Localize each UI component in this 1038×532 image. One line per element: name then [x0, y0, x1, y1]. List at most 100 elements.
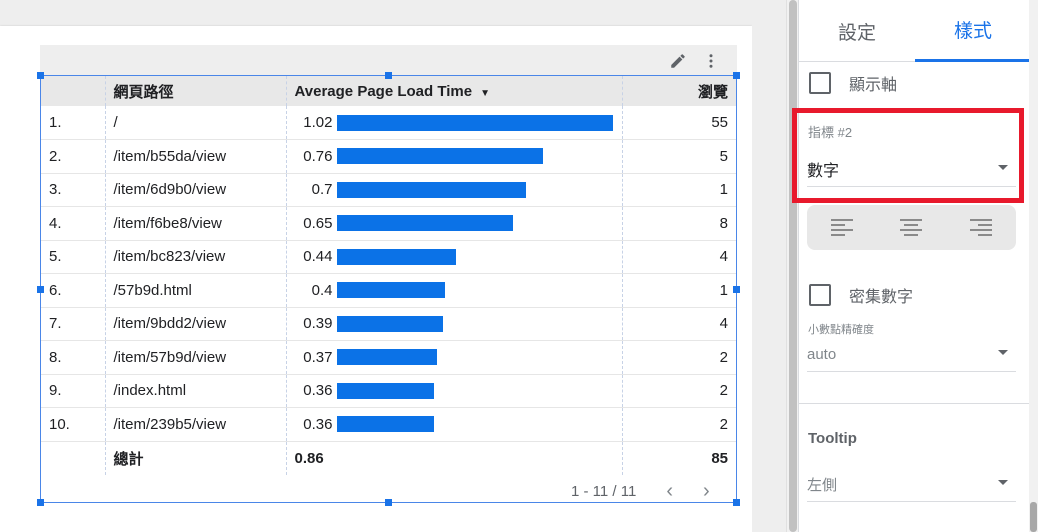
header-page-path[interactable]: 網頁路徑 — [105, 76, 287, 106]
row-avg-load-time: 0.76 — [286, 139, 623, 174]
show-axis-option[interactable]: 顯示軸 — [809, 71, 897, 95]
show-axis-checkbox[interactable] — [809, 72, 831, 94]
metric-2-underline — [807, 186, 1016, 187]
compact-numbers-checkbox[interactable] — [809, 284, 831, 306]
tooltip-position-underline — [807, 501, 1016, 502]
table-row: 3./item/6d9b0/view 0.7 1 — [41, 173, 736, 207]
row-index: 6. — [41, 273, 106, 308]
tab-style[interactable]: 樣式 — [915, 0, 1031, 62]
resize-handle-bc[interactable] — [385, 499, 392, 506]
compact-numbers-label: 密集數字 — [849, 289, 914, 306]
bar-track — [336, 416, 614, 433]
data-table: 網頁路徑 Average Page Load Time ▼ 瀏覽 1./ 1.02 5… — [41, 76, 736, 475]
row-avg-load-time: 0.65 — [286, 206, 623, 241]
avg-bar — [336, 148, 543, 165]
dropdown-caret-icon — [998, 480, 1008, 485]
row-page-path: /item/9bdd2/view — [105, 307, 287, 341]
tooltip-position-value: 左側 — [807, 476, 838, 494]
widget-toolbar — [40, 45, 737, 75]
row-avg-value: 0.7 — [311, 181, 333, 199]
table-row: 10./item/239b5/view 0.36 2 — [41, 407, 736, 442]
row-pageviews: 1 — [622, 173, 736, 207]
row-avg-load-time: 0.36 — [286, 407, 623, 442]
compact-numbers-option[interactable]: 密集數字 — [809, 283, 913, 307]
row-avg-load-time: 0.44 — [286, 240, 623, 274]
resize-handle-ml[interactable] — [37, 286, 44, 293]
decimal-precision-value: auto — [807, 345, 837, 363]
resize-handle-tl[interactable] — [37, 72, 44, 79]
tooltip-section-title: Tooltip — [808, 430, 857, 447]
panel-tabs: 設定 樣式 — [799, 0, 1031, 62]
row-index: 7. — [41, 307, 106, 341]
canvas-scrollbar-thumb[interactable] — [789, 0, 797, 532]
avg-bar — [336, 215, 513, 232]
tab-setup[interactable]: 設定 — [837, 22, 876, 44]
align-left-icon[interactable] — [830, 218, 853, 237]
bar-track — [336, 148, 614, 165]
bar-track — [336, 114, 614, 131]
row-avg-load-time: 0.36 — [286, 374, 623, 408]
header-pageviews[interactable]: 瀏覽 — [622, 76, 736, 106]
row-avg-value: 0.39 — [303, 315, 333, 333]
highlight-annotation-box — [792, 108, 1024, 203]
resize-handle-tc[interactable] — [385, 72, 392, 79]
table-row: 2./item/b55da/view 0.76 5 — [41, 139, 736, 174]
chevron-right-icon[interactable]: › — [703, 480, 710, 502]
properties-panel: 設定 樣式 顯示軸 指標 #2 數字 密集數字 小數點精確度 auto Tool… — [798, 0, 1031, 532]
table-widget[interactable]: 網頁路徑 Average Page Load Time ▼ 瀏覽 1./ 1.02 5… — [37, 45, 740, 506]
decimal-precision-select[interactable]: auto — [807, 337, 1016, 371]
sort-desc-icon: ▼ — [480, 87, 490, 99]
row-pageviews: 2 — [622, 374, 736, 408]
avg-bar — [336, 114, 613, 131]
resize-handle-bl[interactable] — [37, 499, 44, 506]
row-page-path: /item/57b9d/view — [105, 340, 287, 375]
row-page-path: /item/239b5/view — [105, 407, 287, 442]
panel-scrollbar-thumb[interactable] — [1030, 502, 1037, 532]
row-avg-value: 0.36 — [303, 415, 333, 433]
row-index: 2. — [41, 139, 106, 174]
metric-2-value: 數字 — [807, 163, 840, 180]
row-index: 4. — [41, 206, 106, 241]
dropdown-caret-icon — [998, 350, 1008, 355]
table-row: 7./item/9bdd2/view 0.39 4 — [41, 307, 736, 341]
more-vert-icon[interactable] — [700, 50, 722, 72]
table-row: 9./index.html 0.36 2 — [41, 374, 736, 408]
row-index: 1. — [41, 106, 106, 140]
row-pageviews: 4 — [622, 240, 736, 274]
row-pageviews: 5 — [622, 139, 736, 174]
header-avg-load-time[interactable]: Average Page Load Time ▼ — [286, 76, 623, 106]
align-center-icon[interactable] — [900, 218, 923, 237]
row-pageviews: 2 — [622, 340, 736, 375]
row-pageviews: 8 — [622, 206, 736, 241]
alignment-group — [807, 205, 1016, 250]
row-page-path: /item/bc823/view — [105, 240, 287, 274]
table-header-row: 網頁路徑 Average Page Load Time ▼ 瀏覽 — [41, 76, 736, 106]
bar-track — [336, 315, 614, 332]
table-row: 8./item/57b9d/view 0.37 2 — [41, 340, 736, 375]
bar-track — [336, 282, 614, 299]
chevron-left-icon[interactable]: ‹ — [666, 480, 673, 502]
row-avg-load-time: 0.39 — [286, 307, 623, 341]
metric-2-select[interactable]: 數字 — [807, 152, 1016, 186]
resize-handle-br[interactable] — [733, 499, 740, 506]
align-right-icon[interactable] — [970, 218, 993, 237]
row-page-path: /item/f6be8/view — [105, 206, 287, 241]
avg-bar — [336, 315, 443, 332]
table-row: 4./item/f6be8/view 0.65 8 — [41, 206, 736, 241]
bar-track — [336, 248, 614, 265]
resize-handle-mr[interactable] — [733, 286, 740, 293]
row-pageviews: 2 — [622, 407, 736, 442]
canvas-scrollbar[interactable] — [786, 0, 798, 532]
tooltip-position-select[interactable]: 左側 — [807, 467, 1016, 501]
panel-scrollbar[interactable] — [1029, 0, 1038, 532]
resize-handle-tr[interactable] — [733, 72, 740, 79]
dropdown-caret-icon — [998, 165, 1008, 170]
edit-pencil-icon[interactable] — [667, 50, 689, 72]
row-index: 8. — [41, 340, 106, 375]
row-index: 9. — [41, 374, 106, 408]
row-index: 10. — [41, 407, 106, 442]
section-divider — [799, 403, 1030, 404]
bar-track — [336, 181, 614, 198]
avg-bar — [336, 181, 526, 198]
row-pageviews: 4 — [622, 307, 736, 341]
